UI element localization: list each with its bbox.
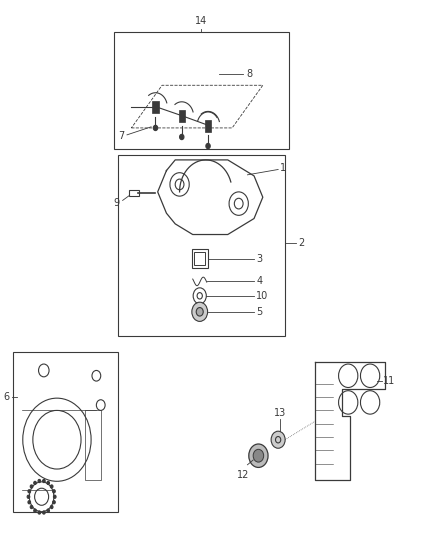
Circle shape	[27, 495, 30, 498]
Circle shape	[192, 302, 208, 321]
Circle shape	[34, 509, 36, 512]
Circle shape	[153, 125, 158, 131]
Circle shape	[53, 495, 56, 498]
Circle shape	[206, 143, 210, 149]
Bar	[114, 32, 289, 149]
Circle shape	[271, 431, 285, 448]
Text: 1: 1	[280, 163, 286, 173]
Text: 4: 4	[256, 277, 262, 286]
Circle shape	[196, 308, 203, 316]
Circle shape	[53, 490, 55, 493]
Text: 11: 11	[383, 376, 396, 386]
Circle shape	[47, 509, 49, 512]
Circle shape	[50, 485, 53, 488]
Circle shape	[28, 490, 31, 493]
Circle shape	[30, 485, 33, 488]
Circle shape	[47, 481, 49, 484]
Circle shape	[38, 479, 41, 482]
Text: 5: 5	[256, 307, 262, 317]
Text: 13: 13	[274, 408, 286, 418]
Text: 7: 7	[119, 131, 125, 141]
Bar	[13, 352, 118, 512]
Text: 12: 12	[237, 470, 249, 480]
Circle shape	[28, 500, 31, 504]
Text: 14: 14	[195, 15, 208, 26]
Circle shape	[180, 134, 184, 140]
Circle shape	[34, 481, 36, 484]
Bar	[194, 252, 205, 265]
Bar	[205, 120, 211, 132]
Text: 8: 8	[246, 69, 252, 78]
Bar	[118, 155, 285, 336]
Circle shape	[30, 505, 33, 508]
Circle shape	[38, 511, 41, 514]
Circle shape	[53, 500, 55, 504]
Circle shape	[42, 479, 45, 482]
Text: 9: 9	[113, 198, 119, 207]
Circle shape	[253, 449, 264, 462]
Text: 6: 6	[4, 392, 10, 402]
Text: 2: 2	[298, 238, 304, 247]
Circle shape	[42, 511, 45, 514]
Bar	[179, 110, 185, 122]
Text: 10: 10	[256, 291, 268, 301]
Bar	[192, 249, 208, 268]
Text: 3: 3	[256, 254, 262, 263]
Bar	[152, 101, 159, 113]
Circle shape	[50, 505, 53, 508]
Bar	[129, 190, 139, 196]
Circle shape	[249, 444, 268, 467]
Bar	[85, 410, 101, 480]
